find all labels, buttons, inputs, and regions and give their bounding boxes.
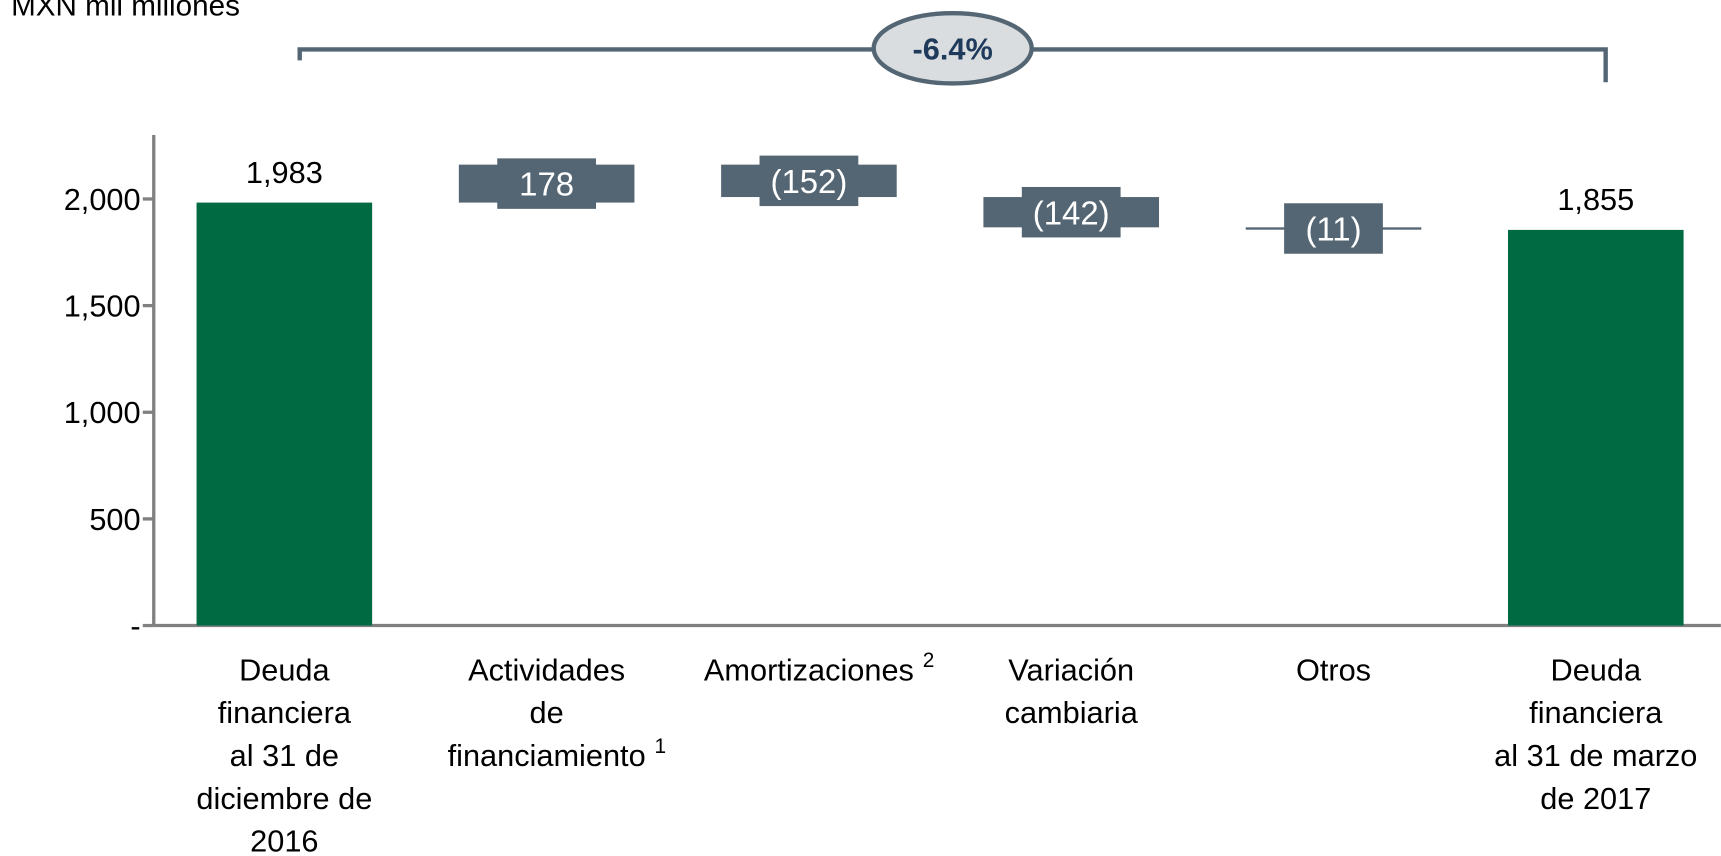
footnote-mark: 1 [654,735,666,758]
x-tick-label: Amortizaciones [704,652,914,687]
x-tick-label: Otros [1296,652,1371,687]
bar [196,202,373,626]
x-tick-label: de [530,695,564,730]
value-label-box [497,158,597,209]
value-label: (152) [771,163,848,200]
x-tick-label: 2016 [250,824,318,856]
bar [1507,229,1684,626]
y-tick-label: 2,000 [64,182,141,217]
value-label: (11) [1305,211,1361,248]
x-tick-label: al 31 de [230,738,339,773]
x-tick-label: al 31 de marzo [1494,738,1697,773]
x-tick-label: Deuda [239,652,330,687]
subtitle: MXN mil millones [11,0,240,22]
x-tick-label: financiamiento [448,738,646,773]
value-label-box [1021,186,1121,238]
y-tick-label: - [130,609,140,644]
value-label-box [759,155,859,207]
x-tick-label: diciembre de [196,781,372,816]
value-label: 1,983 [246,155,323,190]
y-tick-label: 1,000 [64,395,141,430]
y-tick-label: 1,500 [64,289,141,324]
value-label: (142) [1033,194,1110,231]
value-label: 178 [519,166,574,203]
annotation-badge [871,10,1034,86]
value-label: 1,855 [1557,182,1634,217]
annotation: -6.4% [913,31,993,66]
x-tick-label: Deuda [1551,652,1642,687]
y-tick-label: 500 [89,502,140,537]
x-tick-label: cambiaria [1005,695,1139,730]
footnote-mark: 2 [923,649,935,672]
value-label-box [1284,203,1383,254]
x-tick-label: Variación [1008,652,1134,687]
x-tick-label: Actividades [468,652,625,687]
x-tick-label: financiera [1529,695,1663,730]
x-tick-label: de 2017 [1540,781,1651,816]
x-tick-label: financiera [218,695,352,730]
